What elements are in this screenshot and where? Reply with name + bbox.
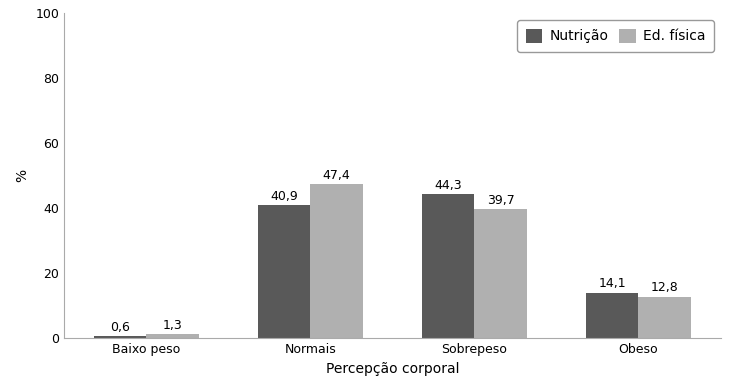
Bar — [94, 336, 147, 338]
Text: 47,4: 47,4 — [323, 169, 351, 182]
Text: 14,1: 14,1 — [599, 277, 626, 290]
Bar — [422, 194, 475, 338]
Bar — [258, 205, 311, 338]
Bar — [639, 297, 691, 338]
Bar — [311, 184, 363, 338]
Legend: Nutrição, Ed. física: Nutrição, Ed. física — [517, 20, 714, 52]
Text: 1,3: 1,3 — [163, 319, 182, 331]
Y-axis label: %: % — [15, 169, 30, 182]
X-axis label: Percepção corporal: Percepção corporal — [326, 362, 459, 376]
Text: 0,6: 0,6 — [110, 321, 130, 334]
Text: 39,7: 39,7 — [487, 194, 515, 207]
Text: 12,8: 12,8 — [651, 281, 679, 294]
Bar — [475, 210, 527, 338]
Bar — [147, 334, 199, 338]
Bar — [586, 293, 639, 338]
Text: 40,9: 40,9 — [270, 190, 298, 203]
Text: 44,3: 44,3 — [434, 179, 462, 192]
